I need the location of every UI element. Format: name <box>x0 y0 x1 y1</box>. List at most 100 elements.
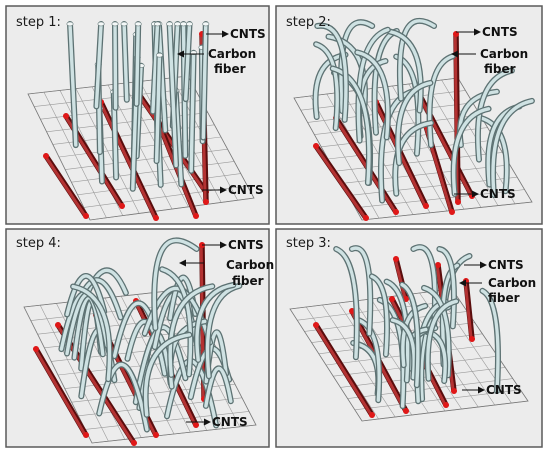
carbon-fiber <box>70 283 113 383</box>
carbon-fiber <box>399 281 421 389</box>
carbon-fiber <box>312 51 349 120</box>
label-cnts-top: CNTS <box>202 238 264 252</box>
carbon-fiber <box>93 21 105 110</box>
carbon-fiber <box>368 273 391 358</box>
panel-step-1: step 1: CNTS Carbon fiber CNTS <box>5 5 270 225</box>
label-cnts-bottom: CNTS <box>462 383 522 397</box>
carbon-fiber <box>490 97 535 198</box>
carbon-fiber <box>394 79 434 167</box>
svg-text:CNTS: CNTS <box>488 258 524 272</box>
carbon-fiber <box>142 331 193 418</box>
label-carbon-fiber: Carbon fiber <box>177 47 256 76</box>
svg-text:CNTS: CNTS <box>212 415 248 429</box>
svg-text:Carbon: Carbon <box>208 47 256 61</box>
carbon-fiber <box>333 246 360 361</box>
carbon-fiber <box>399 302 429 369</box>
grid-line <box>334 152 503 172</box>
grid-line <box>155 79 222 203</box>
carbon-fiber <box>474 67 515 163</box>
carbon-fiber <box>387 28 424 114</box>
carbon-fiber <box>204 282 243 380</box>
carbon-fiber <box>314 22 349 123</box>
carbon-fiber <box>450 105 492 197</box>
cnt-tube <box>43 153 89 219</box>
cnt-tube <box>393 256 409 302</box>
carbon-fiber-group <box>58 237 243 433</box>
step-label: step 2: <box>286 15 331 30</box>
carbon-fiber <box>354 49 391 141</box>
carbon-fiber <box>329 65 372 186</box>
label-cnts-top: CNTS <box>456 25 518 39</box>
label-cnts-bottom: CNTS <box>202 183 264 197</box>
label-carbon-fiber: Carbon fiber <box>179 258 274 288</box>
carbon-fiber <box>193 282 237 363</box>
carbon-fiber <box>421 284 452 379</box>
carbon-fiber <box>66 21 79 149</box>
carbon-fiber <box>383 278 411 384</box>
cnt-tube <box>33 346 89 438</box>
carbon-fiber <box>389 317 418 381</box>
grid-line <box>120 296 191 433</box>
panel-step-4: step 4: CNTS Carbon fiber CNTS <box>5 228 274 448</box>
svg-text:fiber: fiber <box>232 274 264 288</box>
panel-background <box>5 228 270 448</box>
svg-text:fiber: fiber <box>214 62 246 76</box>
grid-line <box>65 148 228 170</box>
svg-text:fiber: fiber <box>484 62 516 76</box>
label-cnts-bottom: CNTS <box>186 415 248 429</box>
svg-text:Carbon: Carbon <box>488 276 536 290</box>
cnt-tube <box>453 31 461 205</box>
panel-step-3: step 3: CNTS Carbon fiber CNTS <box>275 228 543 448</box>
svg-text:fiber: fiber <box>488 291 520 305</box>
carbon-fiber <box>202 365 234 409</box>
carbon-fiber <box>355 26 391 144</box>
carbon-fiber <box>153 52 163 165</box>
cnt-tube <box>313 143 369 221</box>
svg-text:CNTS: CNTS <box>228 183 264 197</box>
carbon-fiber <box>182 21 193 103</box>
carbon-fiber <box>166 21 180 169</box>
svg-text:CNTS: CNTS <box>482 25 518 39</box>
carbon-fiber <box>120 21 130 103</box>
svg-text:Carbon: Carbon <box>480 47 528 61</box>
carbon-fiber-group <box>312 18 535 204</box>
label-cnts-top: CNTS <box>464 258 524 272</box>
carbon-fiber <box>111 21 119 111</box>
grid-line <box>327 139 496 160</box>
step-label: step 4: <box>16 236 61 251</box>
svg-text:CNTS: CNTS <box>480 187 516 201</box>
carbon-fiber <box>64 273 108 318</box>
label-cnts-top: CNTS <box>206 27 266 41</box>
carbon-fiber <box>133 62 145 160</box>
carbon-fiber-group <box>66 21 210 192</box>
carbon-fiber <box>167 283 216 378</box>
panel-step-2: step 2: CNTS Carbon fiber CNTS <box>275 5 543 225</box>
cnt-tube <box>313 322 375 418</box>
carbon-fiber <box>348 245 374 337</box>
carbon-fiber <box>479 287 501 394</box>
carbon-fiber <box>436 246 457 330</box>
carbon-fiber <box>149 21 162 115</box>
carbon-fiber <box>338 19 376 114</box>
svg-text:CNTS: CNTS <box>230 27 266 41</box>
carbon-fiber <box>133 21 142 107</box>
carbon-fiber-group <box>333 244 501 410</box>
carbon-fiber <box>475 114 510 195</box>
svg-text:CNTS: CNTS <box>228 238 264 252</box>
label-cnts-bottom: CNTS <box>454 187 516 201</box>
carbon-fiber <box>396 18 438 102</box>
label-carbon-fiber: Carbon fiber <box>459 276 536 305</box>
carbon-fiber <box>200 21 210 141</box>
carbon-fiber <box>151 237 200 331</box>
grid-line <box>78 397 243 417</box>
step-label: step 1: <box>16 15 61 30</box>
svg-text:CNTS: CNTS <box>486 383 522 397</box>
grid-line <box>354 389 521 411</box>
carbon-fiber <box>354 316 383 404</box>
grid-border <box>23 288 257 444</box>
carbon-fiber <box>392 119 434 197</box>
svg-text:Carbon: Carbon <box>226 258 274 272</box>
carbon-fiber <box>96 361 150 433</box>
grid-line <box>85 411 250 430</box>
